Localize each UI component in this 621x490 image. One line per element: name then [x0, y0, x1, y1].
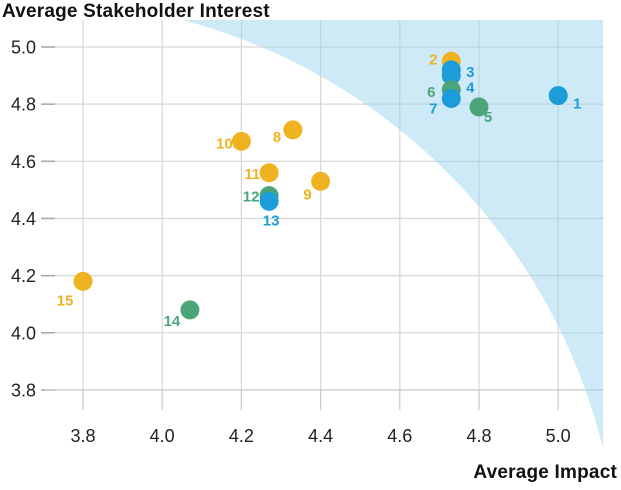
data-point-13	[259, 191, 279, 211]
data-point-label-8: 8	[273, 129, 281, 146]
data-point-10	[231, 131, 251, 151]
y-tick-label: 3.8	[11, 380, 36, 400]
data-point-7	[441, 88, 461, 108]
x-tick-label: 3.8	[70, 426, 95, 446]
x-axis-title: Average Impact	[473, 462, 617, 483]
data-point-label-1: 1	[573, 96, 581, 113]
x-tick-label: 4.8	[466, 426, 491, 446]
x-tick-label: 4.4	[308, 426, 333, 446]
data-point-label-15: 15	[57, 292, 74, 309]
highlight-region	[183, 20, 603, 448]
data-point-1	[548, 86, 568, 106]
data-point-5	[469, 97, 489, 117]
x-tick-label: 5.0	[546, 426, 571, 446]
y-tick-label: 4.2	[11, 266, 36, 286]
data-point-14	[180, 300, 200, 320]
data-point-8	[283, 120, 303, 140]
data-point-label-3: 3	[466, 64, 474, 81]
data-point-label-4: 4	[466, 80, 475, 97]
data-point-label-12: 12	[243, 189, 260, 206]
y-tick-label: 4.6	[11, 152, 36, 172]
x-tick-label: 4.6	[387, 426, 412, 446]
data-point-11	[259, 163, 279, 183]
x-tick-label: 4.2	[229, 426, 254, 446]
y-tick-label: 4.0	[11, 323, 36, 343]
data-point-15	[73, 271, 93, 291]
y-tick-label: 4.8	[11, 95, 36, 115]
tick-label-layer: 5.0 4.8 4.6 4.4 4.2 4.0 3.8 3.8 4.0 4.2 4.4 4.6 4.8 5…	[11, 38, 571, 447]
y-axis-title: Average Stakeholder Interest	[2, 1, 270, 22]
x-tick-label: 4.0	[150, 426, 175, 446]
y-tick-label: 5.0	[11, 38, 36, 58]
data-point-label-2: 2	[429, 51, 437, 68]
data-point-label-10: 10	[216, 135, 233, 152]
data-point-label-13: 13	[263, 212, 280, 229]
data-point-9	[311, 171, 331, 191]
data-point-label-5: 5	[484, 109, 492, 126]
data-point-label-6: 6	[427, 84, 435, 101]
data-point-label-9: 9	[303, 186, 311, 203]
data-point-label-7: 7	[429, 100, 437, 117]
data-point-4	[441, 66, 461, 86]
y-tick-label: 4.4	[11, 209, 36, 229]
data-point-label-11: 11	[244, 166, 260, 183]
data-point-label-14: 14	[164, 313, 181, 330]
